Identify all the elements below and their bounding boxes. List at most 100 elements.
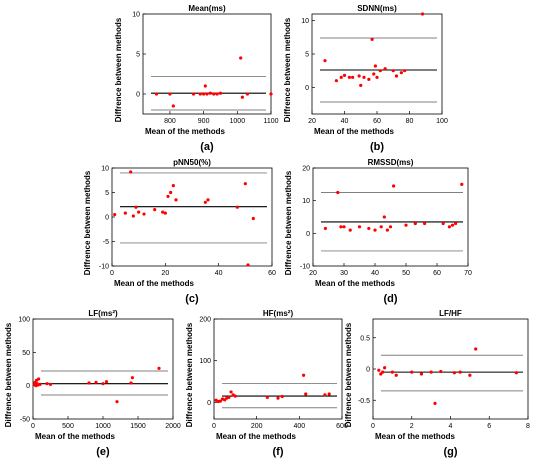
data-point	[450, 223, 455, 227]
data-point	[174, 198, 178, 202]
data-point	[37, 377, 41, 381]
panel-b: 20 40 60 80 100 0 5 10 SDNN(ms) Mean of the metho…	[283, 4, 448, 153]
x-tick-label: 8	[526, 423, 530, 430]
data-point	[171, 184, 175, 188]
data-point	[153, 208, 157, 212]
data-point	[377, 368, 381, 372]
data-point	[468, 373, 472, 377]
data-point	[339, 225, 343, 229]
data-point	[157, 366, 161, 370]
data-point	[373, 228, 377, 232]
x-axis-label: Mean of the methods	[145, 127, 226, 136]
x-tick-label: 1000	[95, 423, 111, 430]
x-tick-label: 60	[373, 118, 381, 125]
data-point	[154, 92, 159, 96]
data-point	[410, 370, 414, 374]
x-tick-label: 6	[487, 423, 491, 430]
y-tick-label: 5	[136, 52, 140, 59]
data-point	[394, 373, 398, 377]
data-point	[203, 84, 207, 88]
data-point	[375, 75, 379, 79]
x-tick-label: 40	[215, 270, 223, 277]
data-point	[38, 382, 42, 386]
data-point	[198, 92, 202, 96]
x-tick-label: 400	[293, 423, 305, 430]
y-tick-label: 10	[132, 12, 140, 19]
x-tick-label: 800	[164, 118, 176, 125]
data-point	[115, 400, 119, 404]
data-point	[382, 215, 386, 219]
x-tick-label: 40	[371, 270, 379, 277]
y-tick-label: 5	[105, 190, 109, 197]
panel-caption: (a)	[200, 141, 214, 153]
data-point	[168, 92, 172, 96]
data-point	[215, 92, 219, 96]
chart-title: Mean(ms)	[188, 4, 226, 13]
y-tick-label: 0	[207, 400, 211, 407]
data-point	[439, 369, 443, 374]
plot-frame	[111, 167, 273, 267]
data-point	[137, 210, 141, 214]
y-axis-label: Diffrence between methods	[283, 17, 292, 122]
y-tick-label: 0	[26, 383, 30, 390]
data-point	[381, 370, 385, 374]
data-point	[347, 75, 351, 79]
data-point	[166, 194, 170, 199]
data-point	[171, 104, 175, 108]
x-tick-label: 2000	[165, 423, 181, 430]
data-point	[348, 228, 352, 232]
y-tick-label: -5	[103, 239, 109, 246]
data-point	[370, 37, 374, 41]
data-point	[104, 380, 109, 384]
data-point	[452, 371, 456, 375]
data-point	[113, 212, 117, 217]
plot-frame	[311, 13, 443, 115]
data-point	[392, 184, 396, 188]
chart-title: pNN50(%)	[173, 158, 211, 167]
data-point	[454, 221, 458, 226]
x-tick-label: 0	[371, 423, 375, 430]
chart-title: HF(ms²)	[263, 309, 294, 318]
data-point	[123, 211, 127, 215]
data-point	[404, 223, 408, 227]
data-point	[243, 182, 247, 186]
data-point	[391, 69, 395, 73]
data-point	[394, 74, 399, 78]
data-point	[323, 393, 327, 397]
data-point	[229, 390, 233, 394]
data-point	[351, 75, 355, 79]
panel-caption: (f)	[273, 446, 284, 458]
panel-d: 20 30 40 50 60 70 -10 0 10 20 RMSSD(ms) Mean of the…	[284, 158, 472, 305]
x-tick-label: 1100	[263, 118, 278, 125]
data-point	[269, 92, 273, 96]
data-point	[45, 382, 49, 386]
data-point	[378, 69, 382, 73]
data-point	[460, 182, 464, 186]
data-point	[212, 92, 216, 96]
y-tick-label: 0	[366, 367, 370, 374]
data-point	[334, 79, 338, 83]
data-point	[205, 92, 209, 96]
data-point	[441, 221, 445, 226]
y-axis-label: Diffrence between methods	[4, 322, 13, 427]
data-point	[342, 225, 346, 229]
panel-caption: (g)	[443, 446, 457, 458]
data-point	[458, 370, 462, 374]
data-point	[208, 91, 212, 95]
data-point	[163, 211, 167, 215]
data-point	[227, 395, 231, 399]
x-tick-label: 1000	[230, 118, 246, 125]
data-point	[403, 69, 407, 73]
data-point	[134, 205, 138, 209]
data-point	[514, 371, 518, 375]
x-tick-label: 0	[31, 423, 35, 430]
data-point	[302, 373, 306, 377]
x-axis-label: Mean of the methods	[114, 279, 195, 288]
x-tick-label: 1500	[130, 423, 146, 430]
x-tick-label: 80	[406, 118, 414, 125]
x-tick-label: 60	[433, 270, 441, 277]
panel-a: 800 900 1000 1100 0 5 10 Mean(ms) Mean of the me…	[114, 4, 279, 153]
x-axis-label: Mean of the methods	[314, 127, 395, 136]
